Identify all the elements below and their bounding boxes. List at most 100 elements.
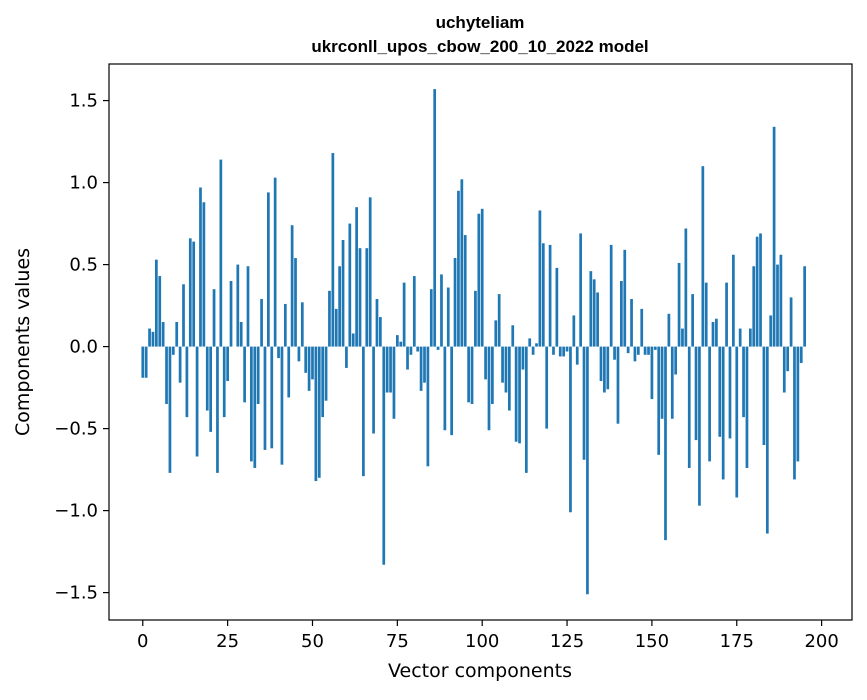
bar: [399, 342, 402, 347]
bar: [454, 258, 457, 347]
bar: [589, 271, 592, 346]
bar: [759, 233, 762, 346]
bar: [403, 283, 406, 347]
y-tick-label: 1.0: [69, 173, 98, 194]
bar: [274, 178, 277, 347]
bar: [447, 288, 450, 347]
bar: [501, 347, 504, 383]
bar: [508, 347, 511, 411]
bar: [647, 347, 650, 355]
bar: [247, 266, 250, 346]
bar: [671, 347, 674, 419]
bar: [382, 347, 385, 565]
bar: [393, 347, 396, 419]
bar: [688, 347, 691, 468]
bar: [433, 89, 436, 347]
bar: [800, 347, 803, 363]
bar: [359, 248, 362, 346]
bar: [192, 242, 195, 347]
bar: [308, 347, 311, 391]
bar: [365, 248, 368, 346]
bar: [756, 237, 759, 347]
bar: [152, 332, 155, 347]
bar: [684, 229, 687, 347]
bar: [464, 235, 467, 347]
bar: [654, 347, 657, 350]
bar: [236, 265, 239, 347]
bar: [471, 347, 474, 404]
bar: [257, 347, 260, 404]
bar: [318, 347, 321, 478]
bar: [413, 276, 416, 347]
bar: [270, 347, 273, 449]
bar: [291, 225, 294, 346]
bar: [752, 266, 755, 346]
bar: [708, 347, 711, 462]
bar: [773, 127, 776, 347]
bar: [749, 329, 752, 347]
bar: [603, 347, 606, 393]
x-tick-label: 100: [465, 631, 499, 652]
chart-title: uchyteliam: [436, 13, 525, 32]
x-axis-label: Vector components: [388, 660, 572, 682]
bar: [637, 347, 640, 355]
bar: [491, 347, 494, 404]
bar: [338, 266, 341, 346]
bar: [783, 347, 786, 393]
bar: [718, 347, 721, 437]
bar: [742, 347, 745, 418]
bar: [355, 207, 358, 346]
y-axis-ticks: −1.5−1.0−0.50.00.51.01.5: [54, 91, 109, 604]
bar: [253, 347, 256, 468]
bar: [352, 333, 355, 346]
y-tick-label: 0.0: [69, 337, 98, 358]
y-tick-label: −1.0: [54, 501, 98, 522]
bar: [593, 279, 596, 346]
bar: [542, 243, 545, 346]
bar: [620, 281, 623, 347]
bar: [389, 347, 392, 393]
bar: [668, 314, 671, 347]
bar: [230, 281, 233, 347]
bar: [474, 291, 477, 347]
bar: [610, 245, 613, 347]
bar: [735, 347, 738, 498]
bar: [348, 224, 351, 347]
bar: [722, 347, 725, 480]
bar: [651, 347, 654, 399]
bar: [182, 284, 185, 346]
bar: [596, 292, 599, 346]
bar: [705, 283, 708, 347]
bar: [315, 347, 318, 481]
bar: [732, 255, 735, 347]
bar: [206, 347, 209, 411]
x-tick-label: 50: [301, 631, 324, 652]
bar: [559, 347, 562, 357]
bar: [525, 347, 528, 473]
bar: [260, 299, 263, 347]
bar: [396, 335, 399, 346]
bar: [145, 347, 148, 378]
bar: [766, 347, 769, 534]
bar: [287, 347, 290, 398]
bar: [640, 309, 643, 347]
y-tick-label: 1.5: [69, 91, 98, 112]
bar: [803, 266, 806, 346]
bar: [457, 191, 460, 347]
bar: [681, 329, 684, 347]
bar: [657, 347, 660, 455]
bar: [450, 347, 453, 436]
y-axis-label: Components values: [12, 248, 34, 436]
bar: [196, 347, 199, 457]
bar: [532, 347, 535, 355]
bar: [712, 322, 715, 347]
bar: [566, 347, 569, 352]
bar: [423, 347, 426, 383]
bar: [613, 347, 616, 360]
bar: [528, 338, 531, 346]
bar: [298, 347, 301, 362]
x-tick-label: 200: [804, 631, 838, 652]
bar: [189, 238, 192, 346]
